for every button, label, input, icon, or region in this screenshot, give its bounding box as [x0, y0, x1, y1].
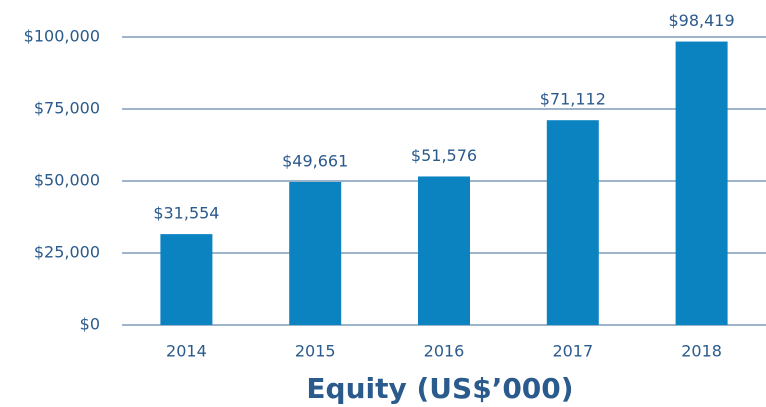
y-tick-label: $50,000	[34, 171, 100, 190]
x-tick-label: 2016	[424, 342, 465, 361]
x-tick-label: 2018	[681, 342, 722, 361]
x-tick-label: 2014	[166, 342, 207, 361]
y-tick-label: $0	[80, 315, 100, 334]
bar	[546, 120, 599, 325]
value-label: $31,554	[153, 204, 219, 223]
x-tick-label: 2017	[552, 342, 593, 361]
y-tick-label: $100,000	[24, 27, 100, 46]
y-tick-label: $25,000	[34, 243, 100, 262]
bar	[418, 176, 470, 325]
value-label: $71,112	[540, 90, 606, 109]
x-tick-label: 2015	[295, 342, 336, 361]
value-label: $51,576	[411, 146, 477, 165]
bar	[160, 234, 213, 325]
bar	[289, 181, 342, 325]
value-label: $49,661	[282, 151, 348, 170]
bar	[675, 41, 728, 325]
chart-title: Equity (US$’000)	[306, 372, 573, 405]
value-label: $98,419	[669, 11, 735, 30]
y-tick-label: $75,000	[34, 99, 100, 118]
